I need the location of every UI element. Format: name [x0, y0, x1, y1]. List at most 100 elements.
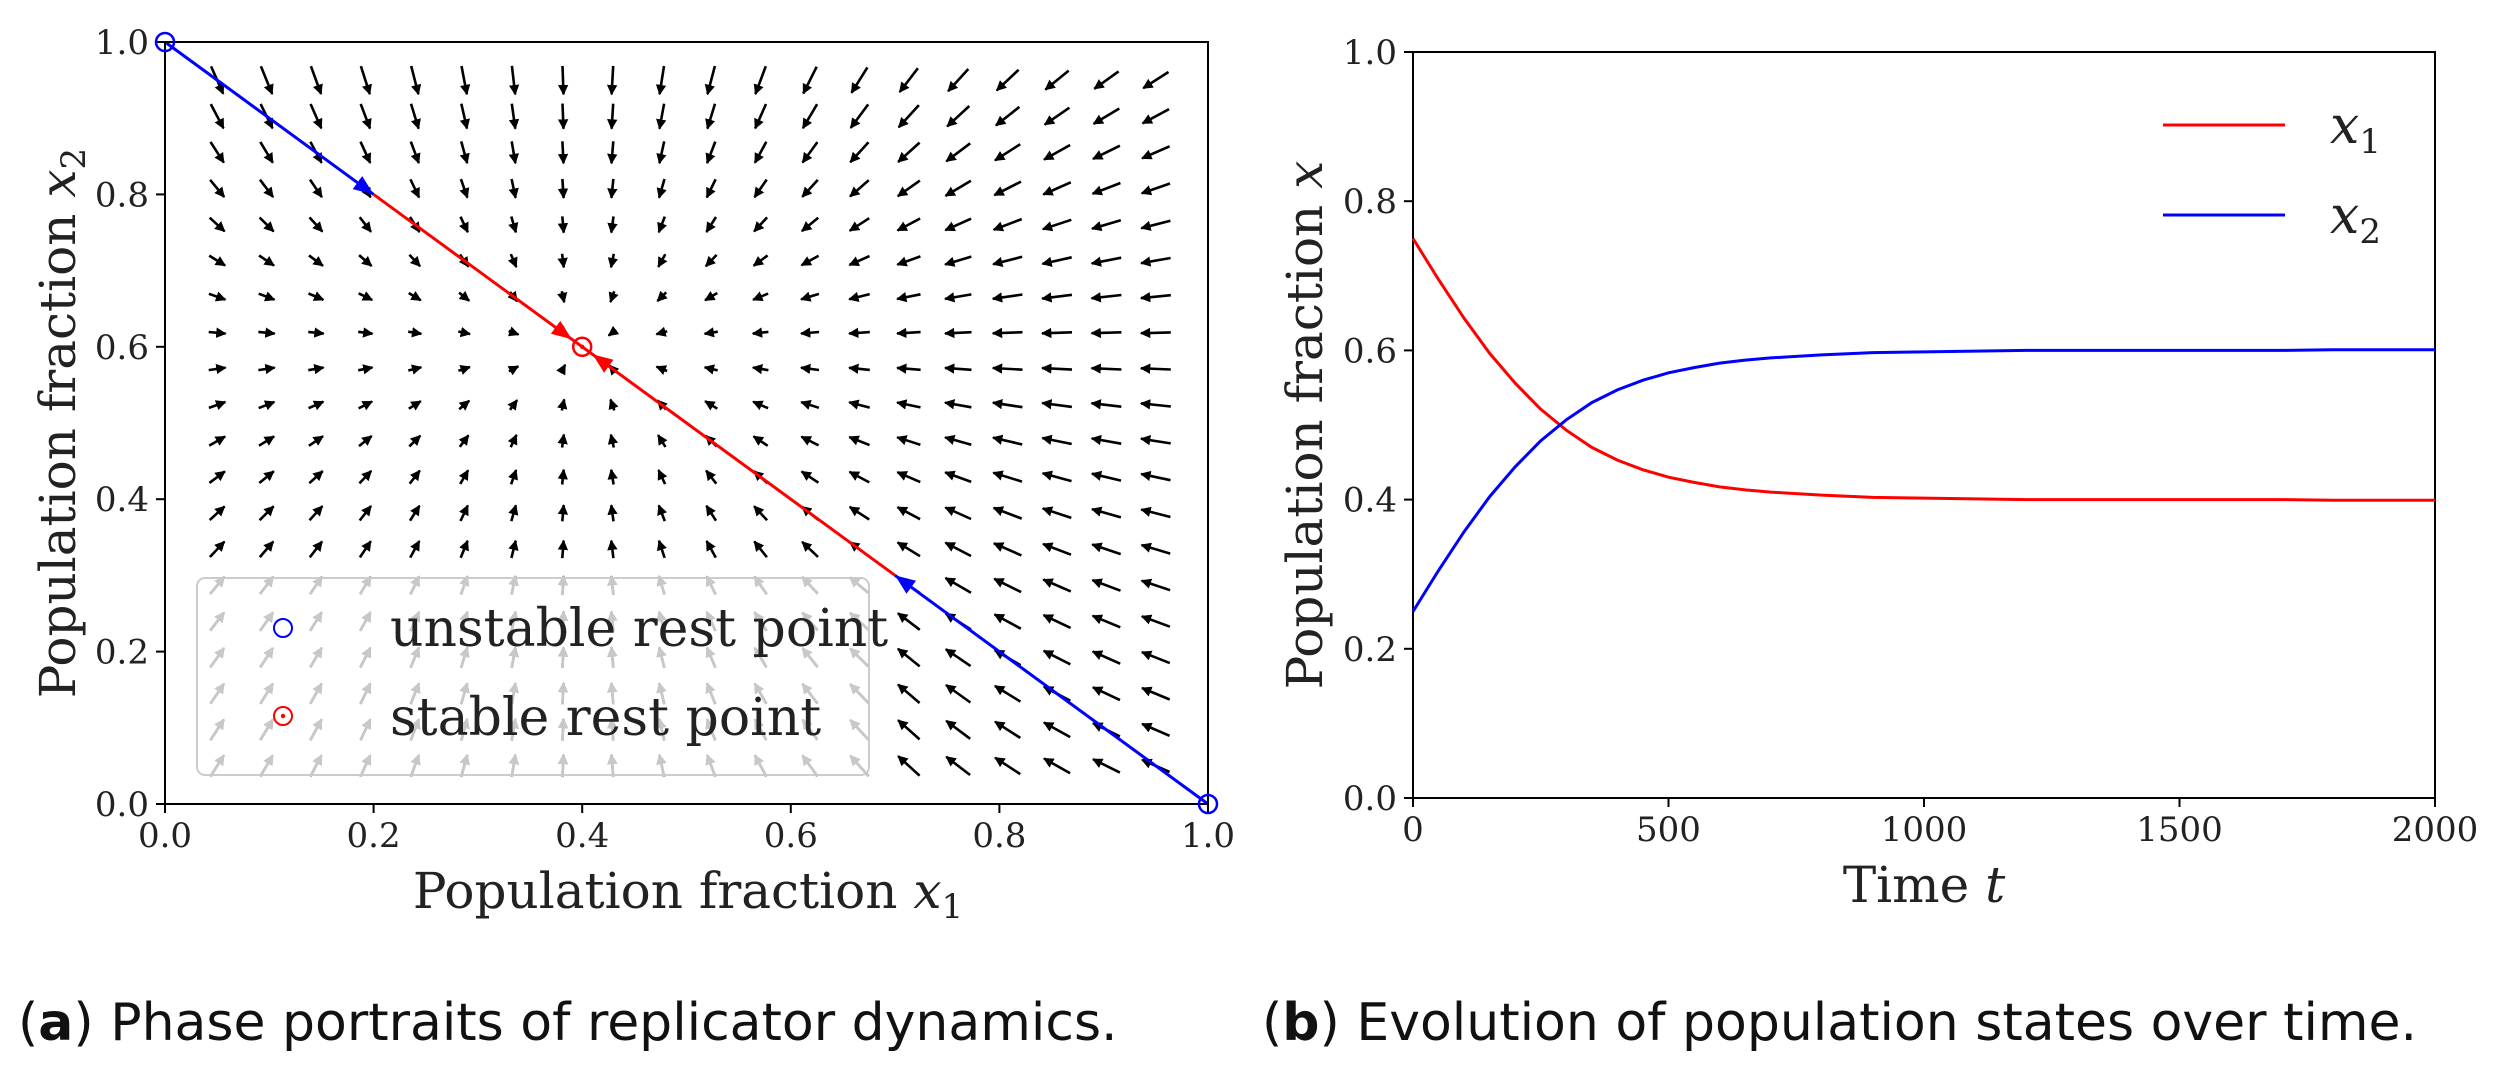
- legend-field-arrow: [459, 610, 470, 632]
- field-arrow: [1090, 434, 1122, 446]
- field-arrow: [607, 433, 619, 448]
- field-arrow: [458, 434, 470, 448]
- field-arrow: [508, 178, 519, 199]
- field-arrow: [1140, 542, 1171, 555]
- field-arrow: [208, 363, 227, 375]
- field-arrow: [944, 470, 972, 484]
- field-arrow: [308, 327, 325, 338]
- field-arrow: [1091, 219, 1122, 232]
- legend-field-arrow: [409, 575, 421, 595]
- field-arrow: [991, 434, 1023, 446]
- field-arrow: [944, 648, 972, 668]
- field-arrow: [848, 363, 870, 374]
- field-arrow: [991, 363, 1023, 374]
- field-arrow: [801, 179, 819, 198]
- field-arrow: [944, 576, 972, 594]
- y-tick-label: 0.8: [95, 175, 149, 215]
- legend-field-arrow: [459, 753, 470, 778]
- field-arrow: [896, 541, 921, 558]
- field-arrow: [944, 217, 972, 232]
- field-arrow: [993, 180, 1022, 197]
- legend-field-arrow: [753, 754, 768, 778]
- legend-field-arrow: [849, 754, 870, 777]
- field-arrow: [557, 178, 569, 199]
- caption-b-close: ): [1320, 993, 1340, 1053]
- stable-rest-point: [571, 336, 593, 358]
- field-arrow: [945, 719, 971, 740]
- field-arrow: [751, 363, 769, 375]
- field-arrow: [850, 66, 869, 94]
- field-arrow: [995, 68, 1020, 92]
- field-arrow: [408, 434, 422, 448]
- legend-background-field: [209, 575, 870, 778]
- legend-field-arrow: [607, 682, 618, 705]
- x-tick-label: 0.0: [138, 816, 192, 856]
- field-arrow: [508, 103, 520, 130]
- field-arrow: [704, 400, 718, 411]
- field-arrow: [848, 254, 871, 267]
- field-arrow: [458, 326, 472, 338]
- field-arrow: [457, 364, 471, 375]
- legend-field-arrow: [849, 647, 870, 668]
- field-arrow: [944, 434, 972, 446]
- field-arrow: [897, 719, 921, 741]
- unstable-rest-point: [1197, 793, 1219, 815]
- legend-field-arrow: [359, 611, 372, 632]
- trajectory-segment: [581, 345, 896, 577]
- field-arrow: [943, 292, 972, 303]
- legend-field-arrow: [801, 647, 819, 668]
- legend-field-arrow: [705, 754, 717, 778]
- field-arrow: [308, 400, 325, 411]
- legend-field-arrow: [508, 610, 519, 632]
- field-arrow: [897, 755, 921, 777]
- field-arrow: [705, 504, 718, 522]
- legend-field-arrow: [801, 683, 819, 705]
- unstable-marker-icon: [273, 618, 293, 638]
- field-arrow: [705, 540, 717, 559]
- field-arrow: [994, 684, 1022, 703]
- field-arrow: [507, 399, 519, 411]
- field-arrow: [992, 255, 1023, 267]
- field-arrow: [752, 291, 769, 302]
- field-arrow: [897, 612, 921, 631]
- legend-field-arrow: [459, 717, 470, 741]
- field-arrow: [800, 470, 820, 484]
- field-arrow: [1090, 363, 1122, 374]
- legend-field-arrow: [308, 575, 324, 595]
- field-arrow: [308, 364, 325, 375]
- field-arrow: [1142, 70, 1170, 90]
- field-arrow: [358, 327, 374, 338]
- y-tick-label: 0.0: [95, 785, 149, 825]
- legend-field-arrow: [557, 753, 569, 778]
- field-arrow: [994, 720, 1022, 739]
- legend-field-arrow: [607, 717, 618, 741]
- field-arrow: [458, 469, 470, 485]
- legend-field-arrow: [359, 646, 372, 669]
- field-arrow: [943, 363, 972, 374]
- field-arrow: [1139, 399, 1171, 410]
- ticks-b: 0 500 1000 1500 2000 0.0 0.2 0.4 0.6 0.8 1.0: [1343, 33, 2478, 850]
- field-arrow: [258, 178, 275, 198]
- field-arrow: [704, 254, 718, 268]
- field-arrow: [943, 327, 972, 339]
- legend-field-arrow: [358, 575, 372, 595]
- legend-field-arrow: [656, 575, 667, 595]
- field-arrow: [507, 433, 518, 448]
- legend-field-arrow: [557, 575, 569, 595]
- field-arrow: [897, 104, 920, 129]
- field-arrow: [994, 143, 1021, 162]
- field-arrow: [208, 291, 227, 302]
- field-arrow: [897, 683, 921, 704]
- x-tick-label: 1.0: [1181, 816, 1235, 856]
- field-arrow: [705, 178, 717, 199]
- field-arrow: [1042, 613, 1072, 630]
- x-axis-label-b: Time t: [1843, 856, 2006, 914]
- field-arrow: [358, 216, 373, 233]
- field-arrow: [1040, 327, 1073, 339]
- field-arrow: [208, 254, 226, 267]
- field-arrow: [943, 399, 972, 410]
- field-arrow: [1140, 506, 1171, 519]
- field-arrow: [358, 540, 372, 559]
- rest-points: [154, 31, 1219, 815]
- field-arrow: [607, 141, 618, 165]
